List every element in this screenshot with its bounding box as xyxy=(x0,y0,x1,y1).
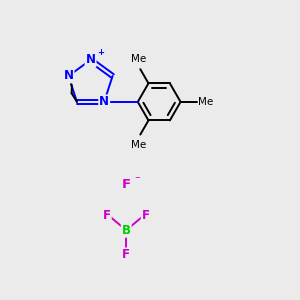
Text: F: F xyxy=(122,248,130,261)
Text: F: F xyxy=(103,209,111,222)
Text: N: N xyxy=(85,53,96,66)
Text: N: N xyxy=(99,95,109,108)
Text: F: F xyxy=(122,178,131,191)
Text: N: N xyxy=(64,70,74,83)
Text: F: F xyxy=(142,209,150,222)
Text: B: B xyxy=(122,224,131,237)
Text: Me: Me xyxy=(131,54,146,64)
Text: +: + xyxy=(97,48,104,57)
Text: ⁻: ⁻ xyxy=(135,176,140,186)
Text: Me: Me xyxy=(131,140,146,150)
Text: Me: Me xyxy=(198,97,214,107)
